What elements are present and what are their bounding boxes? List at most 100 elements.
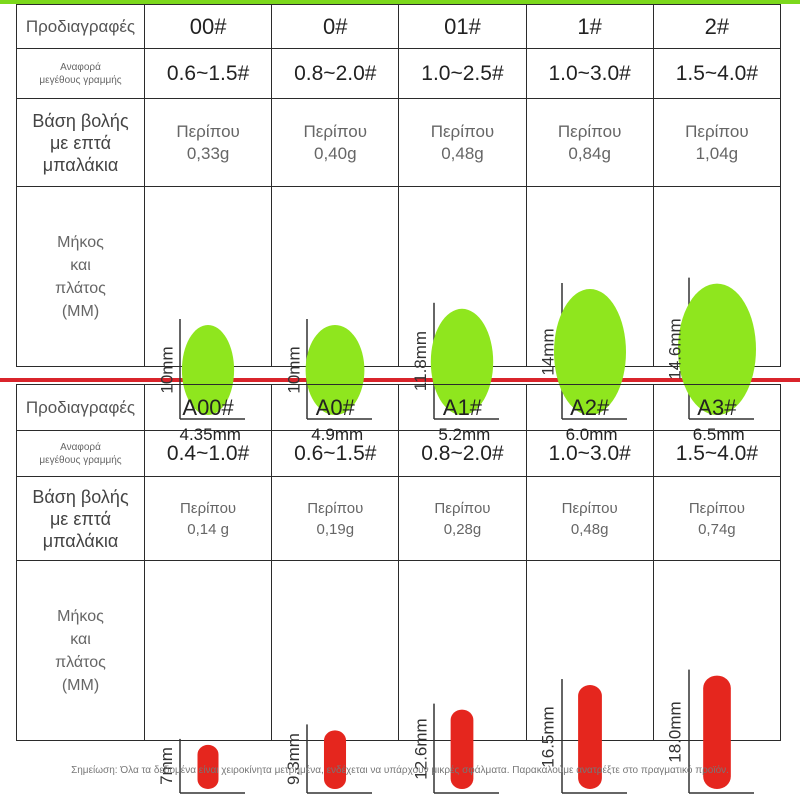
weight-label: Βάση βολής με επτά μπαλάκια xyxy=(16,98,145,187)
float-figure-cell: 11.8mm 5.2mm xyxy=(398,186,527,444)
weight-value: Περίπου 1,04g xyxy=(652,98,782,187)
weight-label: Βάση βολής με επτά μπαλάκια xyxy=(16,476,145,561)
spec-row: Προδιαγραφές 00# 0# 01# 1# 2# xyxy=(16,4,782,49)
line-size-value: 1.0~2.5# xyxy=(398,48,527,99)
weight-value: Περίπου 0,48g xyxy=(525,476,654,561)
weight-value: Περίπου 0,28g xyxy=(398,476,527,561)
red-float-drawing xyxy=(179,738,245,794)
line-size-value: 0.6~1.5# xyxy=(143,48,273,99)
line-size-value: 0.6~1.5# xyxy=(271,430,400,477)
spec-label: Προδιαγραφές xyxy=(16,384,145,431)
width-label: 3.15mm xyxy=(307,799,368,800)
line-size-label-line: Αναφορά xyxy=(60,441,101,453)
dimension-label-line: και xyxy=(70,630,91,648)
red-float-shape xyxy=(451,709,474,789)
weight-amount: 0,74g xyxy=(698,520,736,538)
line-size-value: 1.0~3.0# xyxy=(525,430,654,477)
dimension-label: Μήκος και πλάτος (MM) xyxy=(16,560,145,741)
spec-value: A2# xyxy=(525,384,654,431)
weight-row: Βάση βολής με επτά μπαλάκια Περίπου 0,14 … xyxy=(16,476,782,561)
line-size-label-line: μεγέθους γραμμής xyxy=(39,74,122,86)
length-label: 18.0mm xyxy=(665,701,685,763)
float-figure-cell: 10mm 4.9mm xyxy=(271,186,400,444)
weight-amount: 0,48g xyxy=(441,143,484,163)
float-figure-cell: 7mm3.0mm xyxy=(143,560,273,800)
weight-amount: 0,14 g xyxy=(187,520,229,538)
weight-prefix: Περίπου xyxy=(180,499,237,517)
spec-value: A00# xyxy=(143,384,273,431)
red-float-drawing xyxy=(688,669,754,794)
red-float-drawing xyxy=(560,678,627,794)
dimension-row: Μήκος και πλάτος (MM) 10mm 4.35mm 10mm 4.9… xyxy=(16,186,782,444)
width-label: 3.40mm xyxy=(561,799,622,800)
weight-label-line: Βάση βολής xyxy=(32,110,129,131)
spec-value: 00# xyxy=(143,4,273,49)
weight-label-line: με επτά xyxy=(49,508,112,529)
weight-value: Περίπου 0,14 g xyxy=(143,476,273,561)
weight-label-line: μπαλάκια xyxy=(42,530,119,551)
red-float-drawing xyxy=(433,703,500,794)
width-label: 3.25mm xyxy=(434,799,495,800)
red-float-shape xyxy=(577,684,602,789)
spec-value: 2# xyxy=(652,4,782,49)
line-size-label: Αναφορά μεγέθους γραμμής xyxy=(16,430,145,477)
dimension-row: Μήκος και πλάτος (MM) 7mm3.0mm 9.3mm 3.15… xyxy=(16,560,782,800)
weight-prefix: Περίπου xyxy=(685,121,749,141)
line-size-label-line: Αναφορά xyxy=(60,61,101,73)
dimension-label: Μήκος και πλάτος (MM) xyxy=(16,186,145,367)
green-float-spec-table: Προδιαγραφές 00# 0# 01# 1# 2# Αναφορά με… xyxy=(16,4,782,444)
length-label: 16.5mm xyxy=(538,705,558,768)
length-label: 14.6mm xyxy=(665,318,685,380)
red-accent-bar xyxy=(0,378,800,382)
line-size-row: Αναφορά μεγέθους γραμμής 0.6~1.5# 0.8~2.… xyxy=(16,48,782,99)
line-size-row: Αναφορά μεγέθους γραμμής 0.4~1.0# 0.6~1.… xyxy=(16,430,782,477)
float-figure-cell: 10mm 4.35mm xyxy=(143,186,273,444)
length-label: 11.8mm xyxy=(411,331,431,392)
weight-label-line: μπαλάκια xyxy=(42,154,119,175)
red-float-shape xyxy=(324,729,347,789)
dimension-label-line: πλάτος xyxy=(55,279,106,297)
weight-prefix: Περίπου xyxy=(176,121,240,141)
weight-prefix: Περίπου xyxy=(430,121,495,141)
green-accent-bar xyxy=(0,0,800,4)
weight-prefix: Περίπου xyxy=(307,499,364,517)
weight-amount: 0,84g xyxy=(568,143,611,163)
spec-value: A3# xyxy=(652,384,782,431)
weight-value: Περίπου 0,74g xyxy=(652,476,782,561)
weight-prefix: Περίπου xyxy=(688,499,745,517)
line-size-value: 1.0~3.0# xyxy=(525,48,654,99)
weight-value: Περίπου 0,84g xyxy=(525,98,654,187)
float-figure-cell: 9.3mm 3.15mm xyxy=(271,560,400,800)
red-float-shape xyxy=(702,675,731,789)
line-size-value: 1.5~4.0# xyxy=(652,430,782,477)
float-figure-cell: 12.6mm3.25mm xyxy=(398,560,527,800)
weight-amount: 0,48g xyxy=(570,520,609,538)
line-size-label: Αναφορά μεγέθους γραμμής xyxy=(16,48,145,99)
width-label: 3.95mm xyxy=(688,799,749,800)
dimension-label-line: Μήκος xyxy=(57,233,104,251)
spec-value: A0# xyxy=(271,384,400,431)
weight-amount: 0,28g xyxy=(443,520,482,538)
float-figure-cell: 16.5mm 3.40mm xyxy=(525,560,654,800)
dimension-label-line: (MM) xyxy=(61,302,100,320)
weight-prefix: Περίπου xyxy=(434,499,491,517)
dimension-label-line: και xyxy=(70,256,91,274)
red-float-drawing xyxy=(306,723,373,794)
line-size-value: 0.8~2.0# xyxy=(271,48,400,99)
weight-amount: 0,19g xyxy=(316,520,355,538)
green-float-shape xyxy=(553,288,626,415)
float-figure-cell: 14.6mm 6.5mm xyxy=(652,186,782,444)
weight-value: Περίπου 0,40g xyxy=(271,98,400,187)
weight-prefix: Περίπου xyxy=(557,121,622,141)
weight-label-line: Βάση βολής xyxy=(32,486,129,507)
spec-row: Προδιαγραφές A00# A0# A1# A2# A3# xyxy=(16,384,782,431)
line-size-value: 0.8~2.0# xyxy=(398,430,527,477)
weight-amount: 0,40g xyxy=(314,143,357,163)
line-size-value: 0.4~1.0# xyxy=(143,430,273,477)
red-float-shape xyxy=(197,744,219,789)
weight-value: Περίπου 0,33g xyxy=(143,98,273,187)
spec-label: Προδιαγραφές xyxy=(16,4,145,49)
spec-value: 1# xyxy=(525,4,654,49)
spec-value: 01# xyxy=(398,4,527,49)
green-float-shape xyxy=(677,283,756,415)
